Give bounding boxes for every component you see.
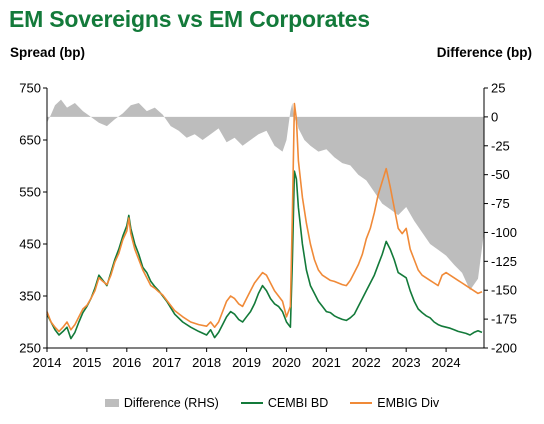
left-tick-label: 650 [19, 133, 41, 148]
series-difference-area [47, 99, 484, 291]
x-tick-label: 2019 [232, 355, 261, 370]
legend-label-cembi: CEMBI BD [267, 396, 329, 410]
x-tick-label: 2023 [392, 355, 421, 370]
legend-swatch-cembi [240, 402, 263, 404]
right-tick-label: -150 [491, 283, 517, 298]
left-tick-label: 450 [19, 237, 41, 252]
x-tick-label: 2018 [192, 355, 221, 370]
left-tick-label: 750 [19, 81, 41, 96]
right-tick-label: -125 [491, 254, 517, 269]
right-tick-label: -175 [491, 312, 517, 327]
right-tick-label: -50 [491, 167, 510, 182]
legend-label-difference: Difference (RHS) [123, 396, 219, 410]
legend: Difference (RHS) CEMBI BD EMBIG Div [0, 396, 544, 410]
x-tick-label: 2021 [312, 355, 341, 370]
x-tick-label: 2017 [152, 355, 181, 370]
left-tick-label: 250 [19, 341, 41, 356]
x-tick-label: 2015 [72, 355, 101, 370]
x-tick-label: 2024 [432, 355, 461, 370]
x-tick-label: 2016 [112, 355, 141, 370]
legend-swatch-difference [104, 399, 119, 407]
legend-label-embig: EMBIG Div [377, 396, 440, 410]
spread-lines-layer [46, 102, 483, 340]
right-tick-label: -75 [491, 196, 510, 211]
difference-area-layer [47, 99, 484, 291]
right-tick-label: -200 [491, 341, 517, 356]
right-tick-label: -100 [491, 225, 517, 240]
left-tick-label: 350 [19, 289, 41, 304]
right-tick-label: -25 [491, 138, 510, 153]
chart-title: EM Sovereigns vs EM Corporates [9, 6, 370, 32]
series-line-cembi-bd [46, 170, 483, 340]
left-tick-label: 550 [19, 185, 41, 200]
left-axis-title: Spread (bp) [10, 45, 86, 60]
x-tick-label: 2020 [272, 355, 301, 370]
x-tick-label: 2014 [33, 355, 62, 370]
legend-item-cembi: CEMBI BD [240, 396, 329, 410]
right-tick-label: 25 [491, 81, 505, 96]
legend-swatch-embig [350, 402, 373, 404]
right-axis-title: Difference (bp) [436, 45, 532, 60]
legend-item-embig: EMBIG Div [350, 396, 439, 410]
x-tick-label: 2022 [352, 355, 381, 370]
legend-item-difference: Difference (RHS) [104, 396, 219, 410]
right-tick-label: 0 [491, 109, 498, 124]
series-line-embig-div [46, 102, 483, 333]
